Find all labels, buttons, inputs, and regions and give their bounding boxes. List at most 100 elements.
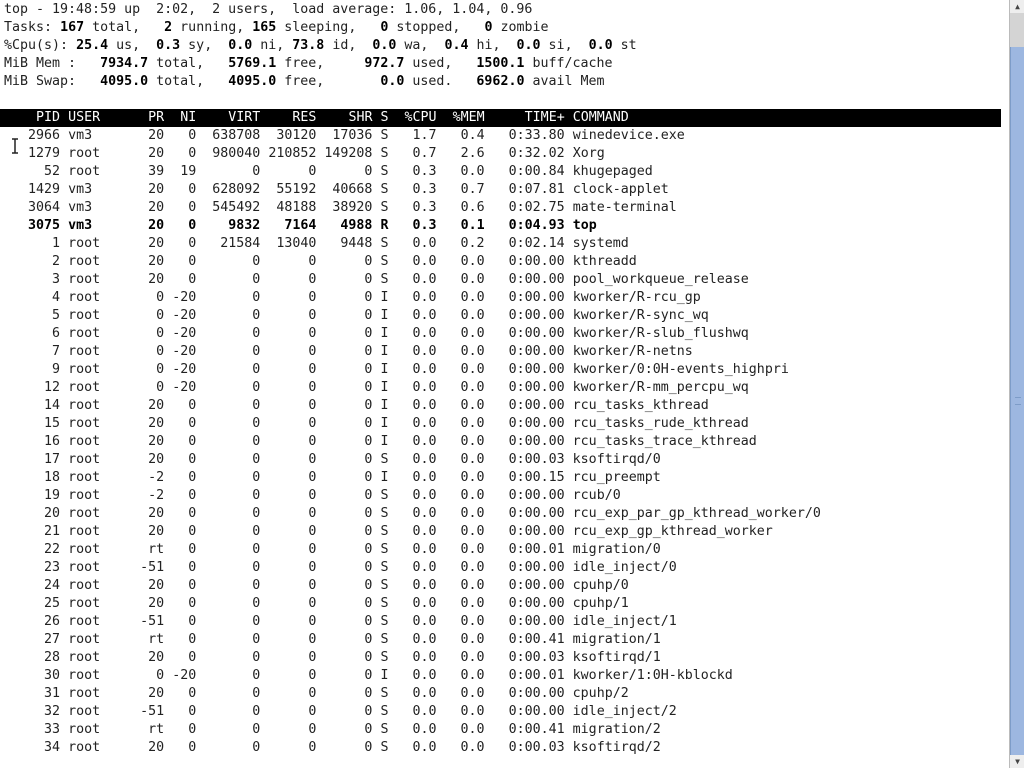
cell-shr: 0 [364,344,373,359]
cell-virt: 0 [252,542,261,557]
cell-ni: -20 [172,362,197,377]
cell-cpu: 0.3 [412,182,437,197]
cell-command: rcu_tasks_trace_kthread [572,434,757,449]
cell-ni: 0 [188,524,197,539]
cell-time: 0:00.00 [508,434,565,449]
cell-res: 0 [308,578,317,593]
cell-mem: 0.0 [460,272,485,287]
process-row: 3075 vm3 20 0 9832 7164 4988 R 0.3 0.1 0… [4,217,821,235]
swap-total: 4095.0 [100,74,149,89]
cell-command: Xorg [572,146,605,161]
column-header-user: USER [68,110,101,125]
cell-res: 0 [308,560,317,575]
cell-res: 0 [308,398,317,413]
process-row: 3064 vm3 20 0 545492 48188 38920 S 0.3 0… [4,199,821,217]
cell-pid: 27 [44,632,61,647]
cell-shr: 0 [364,542,373,557]
scrollbar-thumb[interactable] [1010,47,1024,755]
cell-time: 0:02.75 [508,200,565,215]
arrow-down-icon[interactable]: ▼ [1010,755,1024,768]
cell-virt: 545492 [212,200,261,215]
cell-pr: 20 [148,596,165,611]
cell-time: 0:00.00 [508,344,565,359]
cpu-st: 0.0 [588,38,613,53]
cell-ni: 0 [188,398,197,413]
cell-user: vm3 [68,128,93,143]
cell-time: 0:00.00 [508,398,565,413]
cell-res: 0 [308,290,317,305]
tasks-line: Tasks: 167 total, 2 running, 165 sleepin… [4,20,549,35]
swap-label: MiB Swap: [4,74,77,89]
cell-command: mate-terminal [572,200,677,215]
cell-virt: 0 [252,722,261,737]
cell-shr: 0 [364,506,373,521]
cell-command: kworker/R-rcu_gp [572,290,701,305]
cell-time: 0:00.15 [508,470,565,485]
cell-res: 13040 [276,236,317,251]
cell-pid: 15 [44,416,61,431]
cell-pr: 20 [148,524,165,539]
cell-time: 0:00.00 [508,326,565,341]
cell-shr: 0 [364,560,373,575]
cell-user: root [68,272,101,287]
cell-pr: 0 [156,326,165,341]
cell-cpu: 0.3 [412,164,437,179]
cell-cpu: 0.0 [412,416,437,431]
cell-mem: 0.0 [460,632,485,647]
cell-ni: 0 [188,578,197,593]
cell-mem: 0.0 [460,740,485,755]
column-header-state: S [380,110,389,125]
cell-res: 210852 [268,146,317,161]
cell-virt: 0 [252,326,261,341]
cell-mem: 0.0 [460,488,485,503]
cell-user: root [68,542,101,557]
cell-ni: -20 [172,380,197,395]
cell-command: cpuhp/2 [572,686,629,701]
cell-pid: 2 [52,254,61,269]
process-row: 16 root 20 0 0 0 0 I 0.0 0.0 0:00.00 rcu… [4,433,821,451]
cell-state: S [380,488,389,503]
cell-pid: 23 [44,560,61,575]
cell-mem: 0.0 [460,470,485,485]
cell-user: root [68,596,101,611]
cell-mem: 0.0 [460,524,485,539]
cell-pid: 9 [52,362,61,377]
cell-cpu: 0.0 [412,668,437,683]
cell-ni: 0 [188,470,197,485]
cell-res: 0 [308,308,317,323]
cell-virt: 0 [252,434,261,449]
process-row: 27 root rt 0 0 0 0 S 0.0 0.0 0:00.41 mig… [4,631,821,649]
tasks-label: Tasks: [4,20,53,35]
cell-res: 0 [308,632,317,647]
cell-command: migration/1 [572,632,661,647]
cell-user: root [68,146,101,161]
cell-command: migration/2 [572,722,661,737]
cell-mem: 0.1 [460,218,485,233]
cell-pr: -2 [148,488,165,503]
cell-res: 30120 [276,128,317,143]
cell-user: root [68,452,101,467]
cell-virt: 0 [252,668,261,683]
process-row: 2966 vm3 20 0 638708 30120 17036 S 1.7 0… [4,127,821,145]
cell-ni: 0 [188,218,197,233]
cell-state: S [380,200,389,215]
cell-pr: 20 [148,272,165,287]
arrow-up-icon[interactable]: ▲ [1010,0,1024,13]
cell-shr: 0 [364,164,373,179]
cpu-hi: 0.4 [444,38,469,53]
cell-ni: 0 [188,128,197,143]
cell-pid: 25 [44,596,61,611]
cell-pr: 0 [156,380,165,395]
cell-shr: 0 [364,416,373,431]
cell-command: rcu_exp_par_gp_kthread_worker/0 [572,506,821,521]
scrollbar-track[interactable] [1010,13,1024,47]
cell-mem: 0.0 [460,326,485,341]
cell-virt: 0 [252,686,261,701]
cell-command: ksoftirqd/2 [572,740,661,755]
cell-pr: 20 [148,182,165,197]
vertical-scrollbar[interactable]: ▲ ▼ [1009,0,1024,768]
cell-mem: 0.0 [460,560,485,575]
cell-state: S [380,722,389,737]
cell-pid: 31 [44,686,61,701]
cell-pr: 20 [148,236,165,251]
